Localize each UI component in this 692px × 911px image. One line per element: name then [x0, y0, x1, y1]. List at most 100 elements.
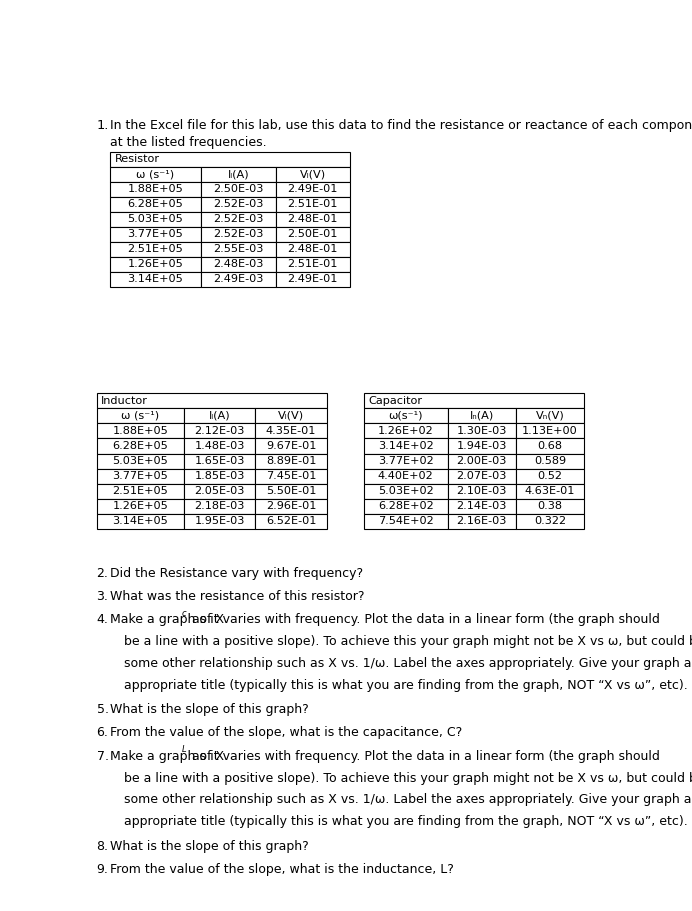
Text: ω (s⁻¹): ω (s⁻¹) — [136, 169, 174, 179]
Text: 2.51E-01: 2.51E-01 — [288, 200, 338, 210]
Bar — [255, 484, 327, 498]
Bar — [255, 408, 327, 424]
Text: 0.589: 0.589 — [534, 456, 566, 466]
Text: 2.18E-03: 2.18E-03 — [194, 501, 245, 511]
Bar — [516, 484, 584, 498]
Bar — [110, 167, 201, 181]
Bar — [364, 408, 448, 424]
Bar — [516, 498, 584, 514]
Text: 3.: 3. — [97, 589, 109, 603]
Text: Vₗ(V): Vₗ(V) — [300, 169, 326, 179]
Text: 2.52E-03: 2.52E-03 — [213, 230, 264, 240]
Text: 6.52E-01: 6.52E-01 — [266, 516, 316, 526]
Bar — [275, 257, 350, 271]
Text: In the Excel file for this lab, use this data to find the resistance or reactanc: In the Excel file for this lab, use this… — [110, 118, 692, 131]
Bar — [97, 468, 184, 484]
Bar — [516, 424, 584, 438]
Text: 1.85E-03: 1.85E-03 — [194, 471, 245, 481]
Text: 1.65E-03: 1.65E-03 — [194, 456, 245, 466]
Text: 2.07E-03: 2.07E-03 — [457, 471, 507, 481]
Bar — [275, 227, 350, 241]
Text: 7.45E-01: 7.45E-01 — [266, 471, 316, 481]
Text: some other relationship such as X vs. 1/ω. Label the axes appropriately. Give yo: some other relationship such as X vs. 1/… — [124, 793, 692, 806]
Text: at the listed frequencies.: at the listed frequencies. — [110, 137, 266, 149]
Bar — [448, 438, 516, 454]
Text: 4.63E-01: 4.63E-01 — [525, 486, 575, 496]
Bar — [448, 424, 516, 438]
Text: 9.: 9. — [97, 863, 109, 876]
Bar — [184, 454, 255, 468]
Text: 1.13E+00: 1.13E+00 — [522, 426, 578, 436]
Bar — [97, 438, 184, 454]
Bar — [275, 241, 350, 257]
Text: 7.: 7. — [97, 750, 109, 763]
Text: 5.50E-01: 5.50E-01 — [266, 486, 316, 496]
Text: Did the Resistance vary with frequency?: Did the Resistance vary with frequency? — [110, 567, 363, 579]
Text: 2.16E-03: 2.16E-03 — [457, 516, 507, 526]
Text: 7.54E+02: 7.54E+02 — [378, 516, 434, 526]
Text: 3.77E+02: 3.77E+02 — [378, 456, 434, 466]
Text: be a line with a positive slope). To achieve this your graph might not be X vs ω: be a line with a positive slope). To ach… — [124, 772, 692, 784]
Bar — [448, 468, 516, 484]
Text: appropriate title (typically this is what you are finding from the graph, NOT “X: appropriate title (typically this is wha… — [124, 815, 687, 828]
Text: 6.28E+05: 6.28E+05 — [113, 441, 168, 451]
Text: 2.00E-03: 2.00E-03 — [457, 456, 507, 466]
Text: Iₗ(A): Iₗ(A) — [228, 169, 249, 179]
Text: 1.88E+05: 1.88E+05 — [113, 426, 168, 436]
Bar — [516, 408, 584, 424]
Bar — [201, 211, 275, 227]
Text: 1.30E-03: 1.30E-03 — [457, 426, 507, 436]
Text: 5.03E+02: 5.03E+02 — [378, 486, 434, 496]
Text: 2.48E-01: 2.48E-01 — [288, 214, 338, 224]
Text: Iₙ(A): Iₙ(A) — [470, 411, 494, 421]
Bar — [201, 197, 275, 211]
Text: 1.26E+05: 1.26E+05 — [127, 260, 183, 270]
Bar — [110, 211, 201, 227]
Text: 6.28E+02: 6.28E+02 — [378, 501, 434, 511]
Bar — [275, 271, 350, 287]
Text: 6.: 6. — [97, 726, 109, 740]
Bar — [97, 394, 327, 408]
Bar — [275, 197, 350, 211]
Text: 1.88E+05: 1.88E+05 — [127, 184, 183, 194]
Bar — [448, 498, 516, 514]
Bar — [110, 257, 201, 271]
Text: Iₗ(A): Iₗ(A) — [209, 411, 230, 421]
Text: 2.52E-03: 2.52E-03 — [213, 200, 264, 210]
Bar — [184, 468, 255, 484]
Bar — [110, 151, 350, 167]
Bar — [201, 241, 275, 257]
Bar — [516, 468, 584, 484]
Text: 4.: 4. — [97, 613, 109, 626]
Text: 2.48E-03: 2.48E-03 — [213, 260, 264, 270]
Bar — [201, 181, 275, 197]
Text: 2.49E-01: 2.49E-01 — [288, 184, 338, 194]
Bar — [97, 484, 184, 498]
Text: 2.50E-01: 2.50E-01 — [288, 230, 338, 240]
Text: 1.26E+02: 1.26E+02 — [378, 426, 434, 436]
Bar — [516, 454, 584, 468]
Bar — [201, 227, 275, 241]
Bar — [516, 514, 584, 528]
Bar — [255, 514, 327, 528]
Bar — [184, 408, 255, 424]
Bar — [110, 271, 201, 287]
Text: Make a graph of X: Make a graph of X — [110, 750, 224, 763]
Bar — [364, 454, 448, 468]
Bar — [184, 484, 255, 498]
Text: 2.05E-03: 2.05E-03 — [194, 486, 245, 496]
Bar — [448, 454, 516, 468]
Bar — [275, 181, 350, 197]
Text: 2.12E-03: 2.12E-03 — [194, 426, 245, 436]
Bar — [255, 468, 327, 484]
Text: L: L — [181, 745, 186, 754]
Bar — [97, 408, 184, 424]
Text: 2.48E-01: 2.48E-01 — [288, 244, 338, 254]
Text: 2.49E-03: 2.49E-03 — [213, 274, 264, 284]
Bar — [97, 514, 184, 528]
Text: be a line with a positive slope). To achieve this your graph might not be X vs ω: be a line with a positive slope). To ach… — [124, 635, 692, 648]
Bar — [364, 424, 448, 438]
Text: 5.: 5. — [97, 703, 109, 716]
Bar — [448, 514, 516, 528]
Bar — [184, 498, 255, 514]
